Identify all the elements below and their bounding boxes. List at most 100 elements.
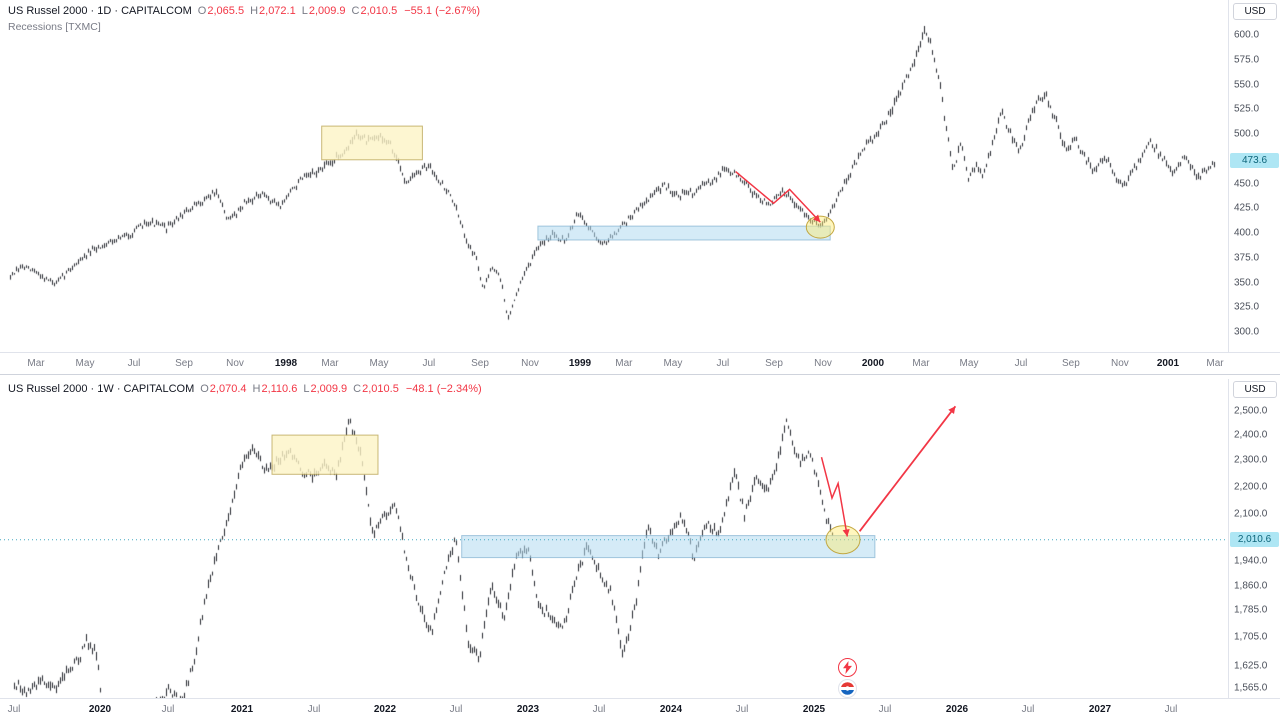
- time-tick-year: 1999: [568, 358, 592, 369]
- time-tick-month: Nov: [1110, 358, 1129, 369]
- time-tick-month: May: [75, 358, 95, 369]
- time-tick-month: Jul: [307, 704, 321, 715]
- symbol-title[interactable]: US Russel 2000 · 1W · CAPITALCOM: [8, 383, 195, 395]
- high-label: H: [252, 383, 261, 395]
- price-tick-label: 2,400.0: [1234, 429, 1268, 441]
- time-tick-year: 2001: [1156, 358, 1180, 369]
- price-tick-label: 550.0: [1234, 79, 1260, 90]
- candlestick-chart-weekly[interactable]: [0, 378, 1228, 698]
- time-tick-month: Jul: [449, 704, 463, 715]
- capitalcom-logo-icon[interactable]: [838, 679, 857, 698]
- time-tick-year: 2020: [88, 704, 112, 715]
- time-tick-month: Jul: [1164, 704, 1178, 715]
- low-value: 2,009.9: [308, 5, 346, 17]
- currency-label[interactable]: USD: [1233, 3, 1277, 20]
- time-axis-weekly[interactable]: Jul 2020 Jul 2021 Jul 2022 Jul 2023 Jul 2024 Jul 20…: [0, 698, 1280, 721]
- price-tick-label: 300.0: [1234, 326, 1260, 338]
- time-tick-month: Jul: [422, 358, 436, 369]
- time-tick-month: Jul: [592, 704, 606, 715]
- price-tick-label: 600.0: [1234, 29, 1260, 41]
- price-tick-label: 500.0: [1234, 128, 1260, 140]
- time-tick-month: Sep: [471, 358, 489, 369]
- open-value: 2,070.4: [209, 383, 247, 395]
- time-tick-month: Sep: [1061, 358, 1080, 369]
- candlestick-chart-daily[interactable]: [0, 0, 1228, 352]
- panel-separator[interactable]: [0, 374, 1280, 379]
- daily-chart-panel[interactable]: US Russel 2000 · 1D · CAPITALCOM O 2,065.…: [0, 0, 1228, 352]
- price-tick-label: 375.0: [1234, 252, 1260, 264]
- time-axis-daily[interactable]: Mar May Jul Sep Nov 1998 Mar May Jul Sep Nov 1999 Ma…: [0, 352, 1280, 375]
- time-tick-year: 2025: [802, 704, 826, 715]
- time-tick-month: Jul: [735, 704, 749, 715]
- low-label: L: [301, 5, 308, 17]
- flash-icon[interactable]: [838, 658, 857, 677]
- time-tick-month: Jul: [716, 358, 730, 369]
- low-value: 2,009.9: [310, 383, 348, 395]
- open-value: 2,065.5: [207, 5, 245, 17]
- close-value: 2,010.5: [360, 5, 398, 17]
- price-tick-label: 2,500.0: [1234, 405, 1268, 417]
- currency-label[interactable]: USD: [1233, 381, 1277, 398]
- change-value: −48.1 (−2.34%): [405, 383, 482, 395]
- indicator-label[interactable]: Recessions [TXMC]: [8, 21, 101, 33]
- symbol-title[interactable]: US Russel 2000 · 1D · CAPITALCOM: [8, 5, 192, 17]
- time-tick-month: Jul: [161, 704, 175, 715]
- price-tick-label: 1,625.0: [1234, 660, 1268, 672]
- close-label: C: [353, 383, 362, 395]
- open-label: O: [197, 5, 207, 17]
- time-tick-month: Mar: [321, 358, 339, 369]
- time-tick-month: Mar: [27, 358, 45, 369]
- price-tick-label: 2,100.0: [1234, 508, 1268, 520]
- time-tick-month: Mar: [1206, 358, 1224, 369]
- price-tick-label: 1,565.0: [1234, 682, 1268, 694]
- time-tick-year: 2027: [1088, 704, 1112, 715]
- open-label: O: [200, 383, 209, 395]
- time-tick-month: Nov: [521, 358, 539, 369]
- price-tick-label: 425.0: [1234, 202, 1260, 214]
- price-tick-label: 525.0: [1234, 103, 1260, 115]
- time-tick-month: Sep: [765, 358, 783, 369]
- price-axis-weekly[interactable]: USD 2,010.6 2,500.0 2,400.0 2,300.0 2,200.0…: [1229, 378, 1280, 698]
- price-tick-label: 1,785.0: [1234, 604, 1268, 616]
- time-tick-month: May: [663, 358, 683, 369]
- time-tick-month: Jul: [1021, 704, 1035, 715]
- time-tick-month: Jul: [1014, 358, 1028, 369]
- time-tick-year: 2021: [230, 704, 254, 715]
- time-tick-year: 1998: [274, 358, 298, 369]
- last-price-badge: 473.6: [1230, 152, 1279, 168]
- price-tick-label: 575.0: [1234, 54, 1260, 66]
- close-label: C: [351, 5, 360, 17]
- price-axis-daily[interactable]: USD 473.6 600.0 575.0 550.0 525.0 500.0 450.0…: [1229, 0, 1280, 352]
- time-tick-month: Jul: [7, 704, 21, 715]
- price-tick-label: 350.0: [1234, 277, 1260, 288]
- chart-legend-daily: US Russel 2000 · 1D · CAPITALCOM O 2,065.…: [8, 5, 480, 33]
- weekly-chart-panel[interactable]: US Russel 2000 · 1W · CAPITALCOM O 2,070.…: [0, 378, 1228, 698]
- price-tick-label: 400.0: [1234, 227, 1260, 239]
- time-tick-month: Jul: [127, 358, 141, 369]
- time-tick-month: Sep: [175, 358, 193, 369]
- time-tick-year: 2024: [659, 704, 683, 715]
- time-tick-month: May: [369, 358, 389, 369]
- last-price-badge: 2,010.6: [1230, 532, 1279, 548]
- price-tick-label: 450.0: [1234, 178, 1260, 189]
- high-value: 2,072.1: [259, 5, 296, 17]
- time-tick-year: 2026: [945, 704, 969, 715]
- price-tick-label: 1,705.0: [1234, 631, 1268, 643]
- time-tick-month: Jul: [878, 704, 892, 715]
- time-tick-month: Mar: [615, 358, 633, 369]
- price-tick-label: 2,300.0: [1234, 454, 1268, 466]
- price-tick-label: 325.0: [1234, 301, 1260, 313]
- price-tick-label: 1,940.0: [1234, 555, 1268, 567]
- high-value: 2,110.6: [261, 383, 298, 395]
- time-tick-month: Mar: [912, 358, 930, 369]
- low-label: L: [303, 383, 310, 395]
- close-value: 2,010.5: [362, 383, 399, 395]
- time-tick-year: 2000: [861, 358, 885, 369]
- chart-legend-weekly: US Russel 2000 · 1W · CAPITALCOM O 2,070.…: [8, 383, 482, 395]
- price-tick-label: 2,200.0: [1234, 481, 1268, 493]
- change-value: −55.1 (−2.67%): [404, 5, 481, 17]
- time-tick-month: May: [959, 358, 979, 369]
- time-tick-month: Nov: [814, 358, 832, 369]
- time-tick-year: 2023: [516, 704, 540, 715]
- time-tick-month: Nov: [226, 358, 244, 369]
